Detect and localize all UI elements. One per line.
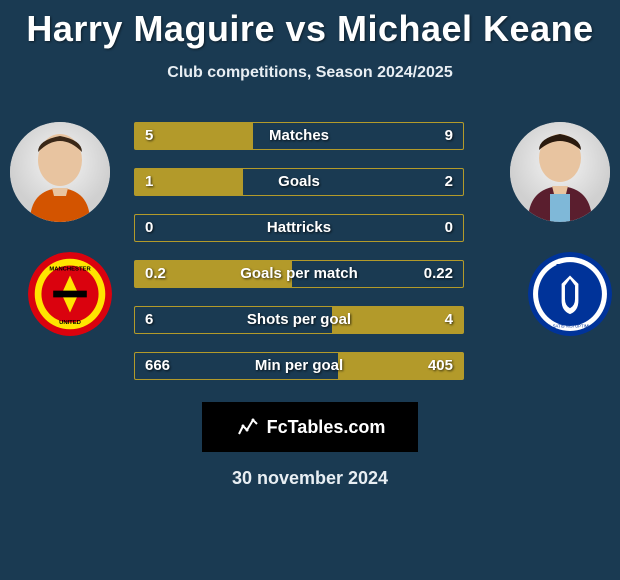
svg-text:NIL SATIS NISI OPTIMUM: NIL SATIS NISI OPTIMUM: [545, 324, 595, 329]
page-title: Harry Maguire vs Michael Keane: [0, 0, 620, 50]
stat-right-value: 4: [445, 307, 453, 333]
stat-right-value: 405: [428, 353, 453, 379]
stat-right-value: 0: [445, 215, 453, 241]
stat-row: 0Hattricks0: [134, 214, 464, 242]
stat-row: 666Min per goal405: [134, 352, 464, 380]
stat-label: Matches: [135, 123, 463, 149]
player2-avatar: [510, 122, 610, 222]
svg-text:Everton: Everton: [556, 262, 584, 271]
stat-label: Shots per goal: [135, 307, 463, 333]
stat-row: 6Shots per goal4: [134, 306, 464, 334]
stat-label: Hattricks: [135, 215, 463, 241]
stat-row: 1Goals2: [134, 168, 464, 196]
player1-club-badge: MANCHESTER UNITED: [28, 252, 112, 336]
player2-club-badge: Everton NIL SATIS NISI OPTIMUM: [528, 252, 612, 336]
brand-badge: FcTables.com: [202, 402, 418, 452]
svg-text:UNITED: UNITED: [59, 320, 81, 326]
stat-label: Goals: [135, 169, 463, 195]
brand-name: FcTables.com: [267, 417, 386, 438]
svg-text:MANCHESTER: MANCHESTER: [49, 266, 91, 272]
stat-right-value: 0.22: [424, 261, 453, 287]
stat-row: 0.2Goals per match0.22: [134, 260, 464, 288]
stat-right-value: 9: [445, 123, 453, 149]
comparison-panel: MANCHESTER UNITED Everton NIL SATIS NISI…: [0, 112, 620, 392]
stat-bars: 5Matches9 1Goals2 0Hattricks0 0.2Goals per …: [134, 122, 464, 398]
stat-label: Goals per match: [135, 261, 463, 287]
stat-right-value: 2: [445, 169, 453, 195]
subtitle: Club competitions, Season 2024/2025: [0, 64, 620, 82]
stat-label: Min per goal: [135, 353, 463, 379]
stat-row: 5Matches9: [134, 122, 464, 150]
player1-avatar: [10, 122, 110, 222]
brand-logo-icon: [235, 414, 261, 440]
date-label: 30 november 2024: [0, 468, 620, 489]
